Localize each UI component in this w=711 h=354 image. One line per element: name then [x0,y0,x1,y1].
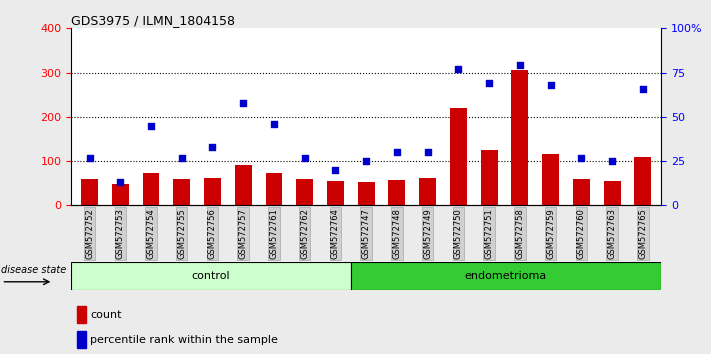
Text: GSM572751: GSM572751 [485,208,493,259]
Bar [511,70,528,205]
Point [114,179,126,185]
Point [145,123,156,129]
Text: GSM572762: GSM572762 [300,208,309,259]
Bar [481,150,498,205]
Point [330,167,341,173]
Text: GSM572760: GSM572760 [577,208,586,259]
Text: GSM572765: GSM572765 [638,208,647,259]
Point [422,149,433,155]
Point [176,155,188,160]
Point [576,155,587,160]
Bar [71,262,351,290]
Bar [634,156,651,205]
Text: endometrioma: endometrioma [465,271,547,281]
Text: percentile rank within the sample: percentile rank within the sample [90,335,278,344]
Point [453,66,464,72]
Bar [388,180,405,205]
Bar [173,179,191,205]
Point [299,155,311,160]
Point [237,100,249,105]
Point [268,121,279,127]
Text: GDS3975 / ILMN_1804158: GDS3975 / ILMN_1804158 [71,14,235,27]
Bar [77,306,86,323]
Point [606,158,618,164]
Bar [235,166,252,205]
Text: GSM572755: GSM572755 [177,208,186,259]
Point [84,155,95,160]
Text: GSM572757: GSM572757 [239,208,247,259]
Text: count: count [90,310,122,320]
Text: GSM572756: GSM572756 [208,208,217,259]
Text: disease state: disease state [1,266,67,275]
Text: GSM572758: GSM572758 [515,208,524,259]
Bar [450,108,467,205]
Bar [143,173,159,205]
Text: GSM572747: GSM572747 [362,208,370,259]
Bar [358,182,375,205]
Point [637,86,648,91]
Text: GSM572750: GSM572750 [454,208,463,259]
Bar [351,262,661,290]
Point [207,144,218,150]
Bar [296,179,313,205]
Point [514,63,525,68]
Bar [542,154,559,205]
Bar [77,331,86,348]
Text: GSM572754: GSM572754 [146,208,156,259]
Text: control: control [191,271,230,281]
Bar [265,173,282,205]
Bar [573,179,589,205]
Point [545,82,556,88]
Text: GSM572761: GSM572761 [269,208,279,259]
Bar [81,179,98,205]
Text: GSM572752: GSM572752 [85,208,94,259]
Text: GSM572748: GSM572748 [392,208,402,259]
Text: GSM572749: GSM572749 [423,208,432,259]
Point [483,80,495,86]
Bar [419,178,436,205]
Bar [204,178,221,205]
Point [360,158,372,164]
Text: GSM572763: GSM572763 [608,208,616,259]
Bar [604,181,621,205]
Bar [327,181,344,205]
Bar [112,184,129,205]
Point [391,149,402,155]
Text: GSM572753: GSM572753 [116,208,124,259]
Text: GSM572759: GSM572759 [546,208,555,259]
Text: GSM572764: GSM572764 [331,208,340,259]
